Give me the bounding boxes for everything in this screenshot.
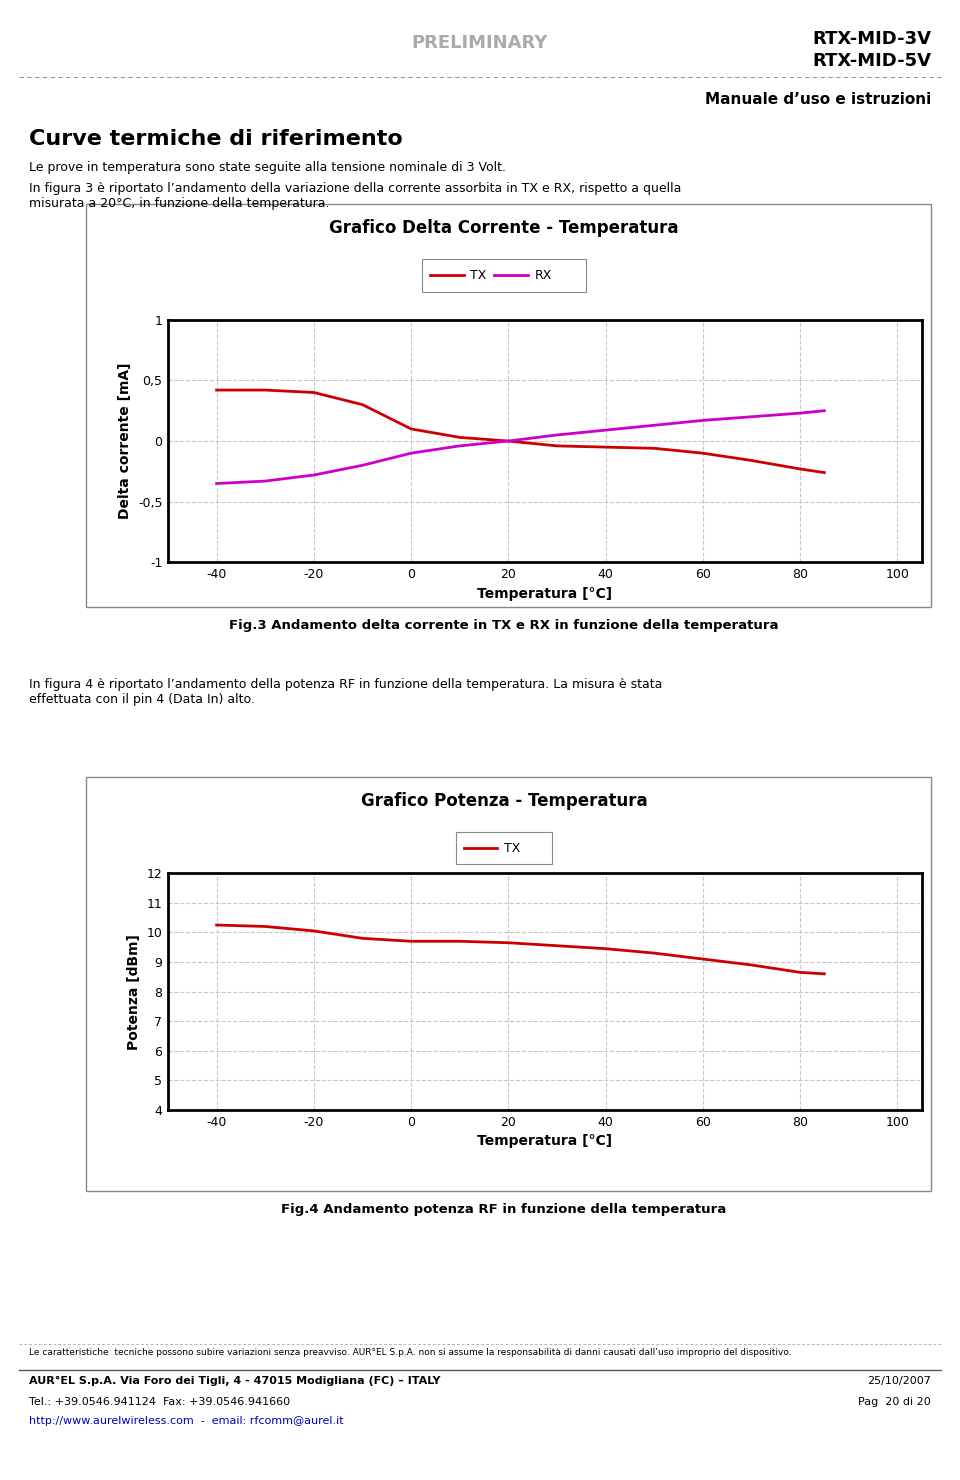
Text: In figura 3 è riportato l’andamento della variazione della corrente assorbita in: In figura 3 è riportato l’andamento dell…	[29, 182, 682, 210]
Text: In figura 4 è riportato l’andamento della potenza RF in funzione della temperatu: In figura 4 è riportato l’andamento dell…	[29, 678, 662, 706]
Text: AUR°EL S.p.A. Via Foro dei Tigli, 4 - 47015 Modigliana (FC) – ITALY: AUR°EL S.p.A. Via Foro dei Tigli, 4 - 47…	[29, 1376, 441, 1387]
Text: Curve termiche di riferimento: Curve termiche di riferimento	[29, 129, 402, 149]
Text: Le prove in temperatura sono state seguite alla tensione nominale di 3 Volt.: Le prove in temperatura sono state segui…	[29, 161, 506, 175]
Text: RTX-MID-3V: RTX-MID-3V	[812, 30, 931, 47]
Text: Tel.: +39.0546.941124  Fax: +39.0546.941660: Tel.: +39.0546.941124 Fax: +39.0546.9416…	[29, 1397, 290, 1407]
Text: Pag  20 di 20: Pag 20 di 20	[858, 1397, 931, 1407]
Text: Le caratteristiche  tecniche possono subire variazioni senza preavviso. AUR°EL S: Le caratteristiche tecniche possono subi…	[29, 1348, 791, 1357]
Text: PRELIMINARY: PRELIMINARY	[412, 34, 548, 52]
X-axis label: Temperatura [°C]: Temperatura [°C]	[477, 1134, 612, 1148]
Y-axis label: Potenza [dBm]: Potenza [dBm]	[127, 934, 141, 1049]
Text: 25/10/2007: 25/10/2007	[867, 1376, 931, 1387]
Y-axis label: Delta corrente [mA]: Delta corrente [mA]	[118, 363, 132, 519]
Text: Grafico Potenza - Temperatura: Grafico Potenza - Temperatura	[361, 792, 647, 810]
X-axis label: Temperatura [°C]: Temperatura [°C]	[477, 586, 612, 601]
Text: Fig.4 Andamento potenza RF in funzione della temperatura: Fig.4 Andamento potenza RF in funzione d…	[281, 1203, 727, 1217]
Text: TX: TX	[504, 842, 520, 854]
Text: http://www.aurelwireless.com  -  email: rfcomm@aurel.it: http://www.aurelwireless.com - email: rf…	[29, 1416, 344, 1427]
Text: Fig.3 Andamento delta corrente in TX e RX in funzione della temperatura: Fig.3 Andamento delta corrente in TX e R…	[229, 619, 779, 632]
Text: Grafico Delta Corrente - Temperatura: Grafico Delta Corrente - Temperatura	[329, 219, 679, 237]
Text: Manuale d’uso e istruzioni: Manuale d’uso e istruzioni	[705, 92, 931, 107]
Text: RTX-MID-5V: RTX-MID-5V	[812, 52, 931, 70]
Text: TX: TX	[470, 269, 487, 281]
Text: RX: RX	[535, 269, 552, 281]
